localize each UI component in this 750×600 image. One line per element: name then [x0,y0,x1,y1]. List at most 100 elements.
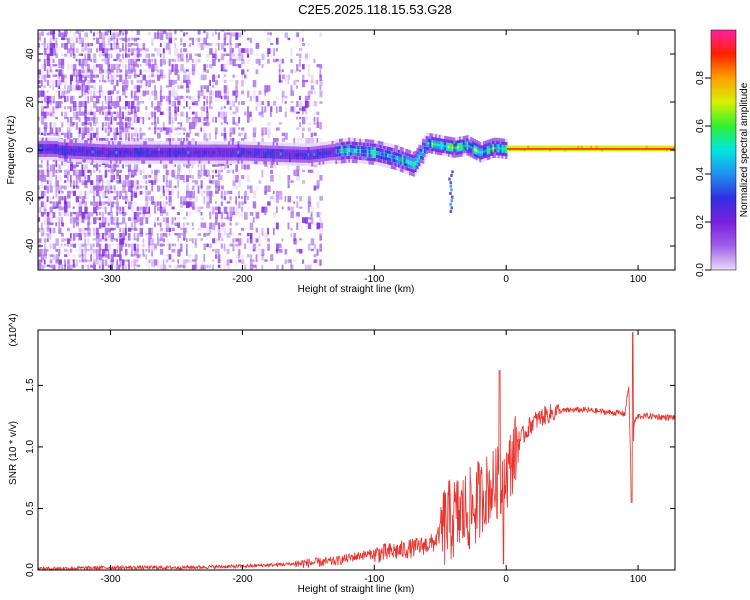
heatmap-cell [483,141,486,145]
heatmap-cell [142,132,146,136]
heatmap-cell [300,152,303,157]
heatmap-cell [220,164,223,171]
heatmap-cell [442,144,445,148]
heatmap-cell [142,238,145,243]
heatmap-cell [536,148,539,152]
heatmap-cell [431,147,434,151]
heatmap-cell [468,136,471,140]
heatmap-cell [67,139,70,143]
heatmap-cell [154,106,158,111]
heatmap-cell [425,147,429,151]
heatmap-cell [80,152,83,156]
heatmap-cell [440,149,443,153]
heatmap-cell [96,127,99,135]
heatmap-cell [462,141,466,145]
heatmap-cell [335,142,338,147]
heatmap-cell [651,145,654,149]
heatmap-cell [497,154,501,159]
heatmap-cell [40,180,43,188]
heatmap-cell [58,259,62,265]
heatmap-cell [93,156,96,160]
heatmap-cell [145,147,148,151]
heatmap-cell [229,233,233,237]
heatmap-cell [152,160,155,164]
heatmap-cell [87,196,90,199]
heatmap-cell [316,152,320,156]
heatmap-cell [242,154,246,158]
heatmap-cell [139,254,142,257]
heatmap-cell [187,150,190,155]
heatmap-cell [113,238,118,241]
heatmap-cell [191,144,194,148]
heatmap-cell [477,149,480,153]
heatmap-cell [46,95,50,104]
heatmap-cell [137,147,141,151]
heatmap-cell [43,74,47,82]
heatmap-cell [462,152,466,157]
heatmap-cell [272,145,275,149]
heatmap-cell [267,227,269,235]
heatmap-cell [220,144,224,148]
heatmap-cell [168,227,171,232]
heatmap-cell [244,164,247,170]
heatmap-cell [296,127,300,131]
heatmap-cell [169,154,172,158]
heatmap-cell [194,37,199,41]
heatmap-cell [101,58,105,62]
heatmap-cell [74,146,78,150]
heatmap-cell [165,259,169,263]
heatmap-cell [656,148,659,152]
heatmap-cell [232,248,235,252]
heatmap-cell [527,147,530,150]
heatmap-cell [84,238,87,247]
heatmap-cell [412,169,416,173]
heatmap-cell [96,175,100,182]
heatmap-cell [211,141,214,145]
heatmap-cell [101,95,106,99]
heatmap-cell [52,122,56,128]
heatmap-cell [151,64,155,72]
heatmap-cell [331,160,334,164]
colorbar-ticks: 0.00.20.40.60.8 [695,71,711,277]
heatmap-cell [136,116,140,123]
heatmap-cell [505,149,508,154]
heatmap-cell [355,156,358,160]
heatmap-cell [527,145,530,149]
heatmap-cell [416,151,419,155]
heatmap-cell [39,137,43,141]
heatmap-cell [414,165,418,169]
heatmap-cell [206,233,210,236]
heatmap-cell [72,180,75,186]
heatmap-cell [188,43,192,48]
heatmap-cell [584,147,587,150]
heatmap-cell [183,264,186,269]
heatmap-cell [220,160,224,164]
heatmap-cell [168,58,171,67]
heatmap-cell [136,74,140,77]
heatmap-cell [273,101,277,106]
heatmap-cell [313,143,316,147]
heatmap-cell [158,144,161,148]
heatmap-cell [89,140,93,144]
heatmap-cell [501,144,504,148]
heatmap-cell [209,264,211,268]
heatmap-cell [223,37,226,46]
heatmap-cell [194,101,199,106]
heatmap-cell [113,74,118,80]
heatmap-cell [636,145,639,149]
heatmap-cell [388,147,392,151]
heatmap-cell [296,149,299,153]
heatmap-cell [293,259,297,262]
heatmap-cell [69,211,73,217]
heatmap-cell [571,145,574,149]
heatmap-cell [355,152,358,157]
heatmap-cell [90,169,92,176]
heatmap-cell [75,217,80,225]
heatmap-cell [302,146,305,150]
heatmap-cell [139,116,143,119]
heatmap-cell [319,85,322,90]
heatmap-cell [241,79,244,87]
heatmap-cell [157,169,160,173]
heatmap-cell [107,111,111,116]
heatmap-cell [319,79,323,86]
